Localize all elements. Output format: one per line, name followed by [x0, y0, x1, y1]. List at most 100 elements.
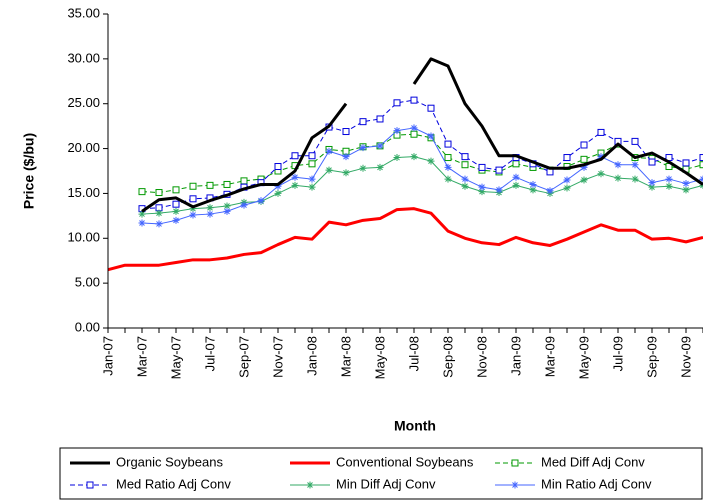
marker: [648, 183, 656, 191]
marker: [444, 140, 452, 148]
marker: [512, 160, 520, 168]
marker: [682, 159, 690, 167]
marker: [682, 186, 690, 194]
marker: [155, 220, 163, 228]
x-tick-label: Jan-09: [508, 336, 523, 376]
marker: [189, 211, 197, 219]
marker: [444, 175, 452, 183]
marker: [376, 142, 384, 150]
marker: [631, 161, 639, 169]
marker: [665, 182, 673, 190]
marker: [206, 181, 214, 189]
legend-label: Organic Soybeans: [116, 454, 223, 469]
marker: [155, 209, 163, 217]
marker: [274, 189, 282, 197]
marker: [665, 175, 673, 183]
legend-label: Min Ratio Adj Conv: [541, 476, 652, 491]
marker: [359, 144, 367, 152]
marker: [308, 152, 316, 160]
marker: [410, 153, 418, 161]
marker: [410, 96, 418, 104]
marker: [189, 195, 197, 203]
x-tick-label: Jul-08: [406, 336, 421, 371]
series-line: [141, 57, 703, 213]
marker: [563, 184, 571, 192]
marker: [308, 183, 316, 191]
marker: [172, 186, 180, 194]
marker: [478, 163, 486, 171]
marker: [342, 169, 350, 177]
marker: [359, 118, 367, 126]
marker: [206, 210, 214, 218]
y-tick-label: 0.00: [75, 319, 100, 334]
marker: [291, 173, 299, 181]
marker: [223, 207, 231, 215]
x-tick-label: Jul-07: [202, 336, 217, 371]
x-axis-title: Month: [394, 418, 436, 434]
legend-label: Conventional Soybeans: [336, 454, 474, 469]
marker: [461, 153, 469, 161]
marker: [308, 160, 316, 168]
marker: [393, 154, 401, 162]
marker: [223, 202, 231, 210]
series-line: [141, 133, 703, 194]
x-tick-label: May-09: [576, 336, 591, 379]
marker: [444, 154, 452, 162]
marker: [393, 99, 401, 107]
marker: [580, 176, 588, 184]
legend-marker: [86, 481, 94, 489]
marker: [427, 157, 435, 165]
marker: [495, 166, 503, 174]
marker: [189, 205, 197, 213]
marker: [257, 197, 265, 205]
plot-area: [107, 57, 703, 272]
series-line: [107, 207, 703, 272]
marker: [274, 182, 282, 190]
y-tick-label: 5.00: [75, 275, 100, 290]
y-tick-label: 35.00: [67, 5, 100, 20]
marker: [461, 161, 469, 169]
marker: [597, 153, 605, 161]
legend-label: Med Diff Adj Conv: [541, 454, 645, 469]
marker: [342, 153, 350, 161]
series-line: [141, 127, 703, 225]
legend-box: [59, 447, 703, 500]
y-tick-label: 10.00: [67, 230, 100, 245]
legend-marker: [511, 459, 519, 467]
marker: [291, 181, 299, 189]
marker: [580, 155, 588, 163]
marker: [274, 163, 282, 171]
marker: [138, 210, 146, 218]
series-line: [141, 156, 703, 215]
x-tick-label: Mar-09: [542, 336, 557, 377]
y-tick-label: 25.00: [67, 95, 100, 110]
marker: [478, 188, 486, 196]
marker: [461, 175, 469, 183]
marker: [631, 175, 639, 183]
marker: [172, 207, 180, 215]
x-tick-label: Mar-07: [134, 336, 149, 377]
marker: [325, 166, 333, 174]
marker: [495, 186, 503, 194]
marker: [410, 130, 418, 138]
marker: [597, 170, 605, 178]
y-axis-title: Price ($/bu): [21, 133, 37, 209]
x-tick-label: Sep-08: [440, 336, 455, 378]
marker: [614, 174, 622, 182]
marker: [359, 164, 367, 172]
y-tick-label: 20.00: [67, 140, 100, 155]
legend-marker: [306, 481, 314, 489]
marker: [614, 161, 622, 169]
marker: [461, 182, 469, 190]
x-tick-label: Sep-09: [644, 336, 659, 378]
marker: [376, 163, 384, 171]
marker: [512, 181, 520, 189]
marker: [138, 219, 146, 227]
marker: [631, 137, 639, 145]
marker: [172, 216, 180, 224]
marker: [563, 176, 571, 184]
x-tick-label: Jul-09: [610, 336, 625, 371]
marker: [240, 177, 248, 185]
marker: [155, 189, 163, 197]
marker: [376, 115, 384, 123]
